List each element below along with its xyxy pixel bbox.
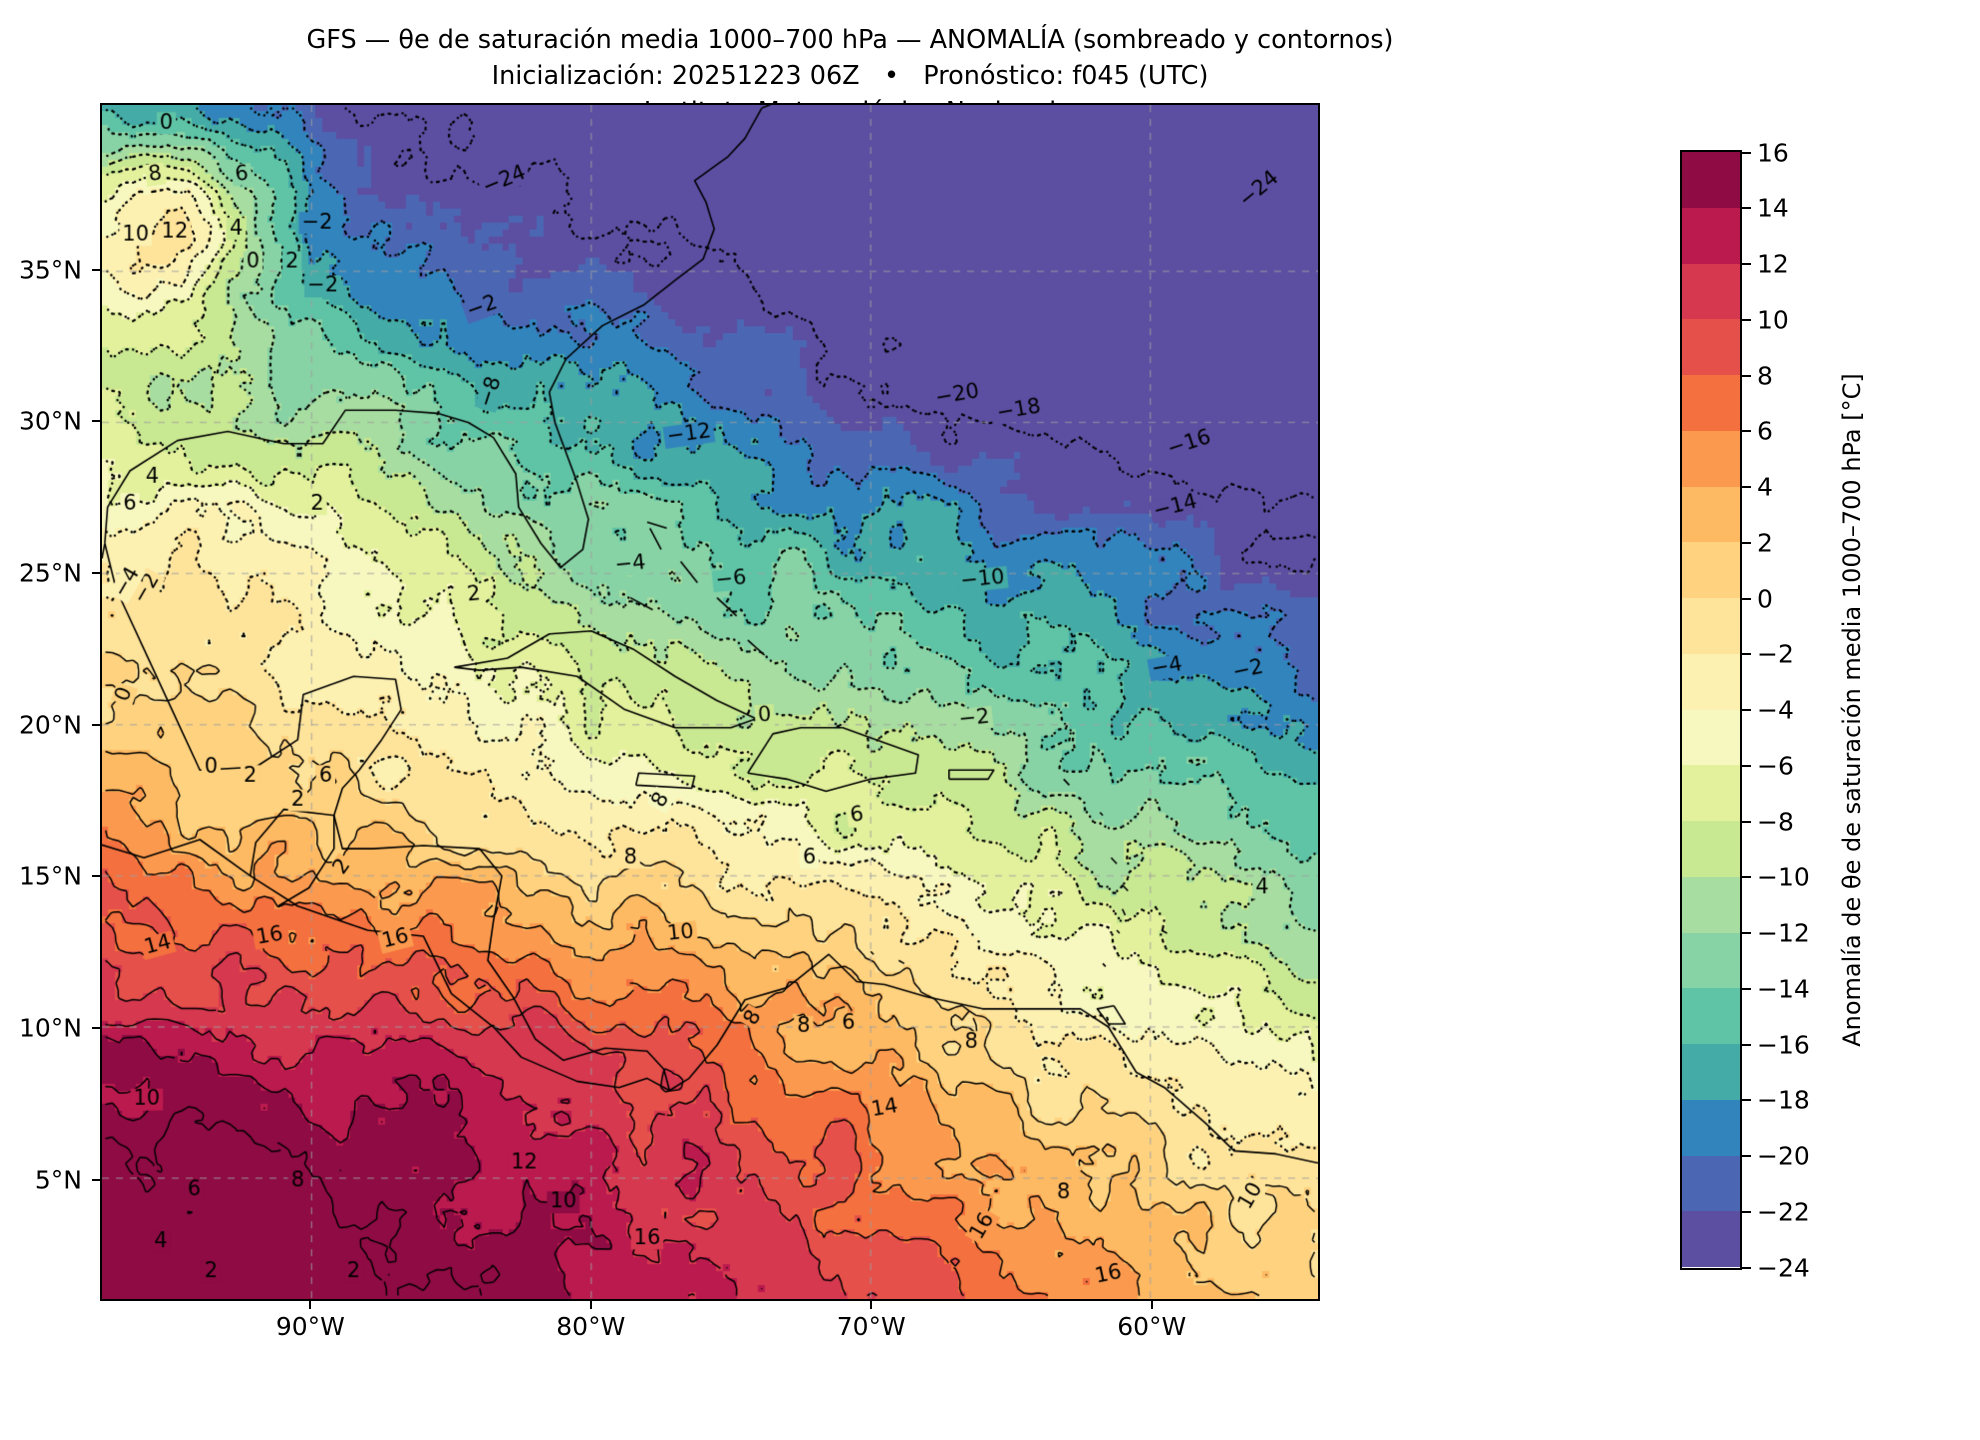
x-tick-label: 90°W — [275, 1312, 345, 1341]
x-tick-mark — [870, 1301, 873, 1309]
y-tick-mark — [92, 1178, 100, 1181]
colorbar-tick-mark — [1742, 1266, 1751, 1269]
x-tick-mark — [309, 1301, 312, 1309]
y-tick-mark — [92, 875, 100, 878]
map-plot-area[interactable] — [100, 103, 1320, 1301]
colorbar-tick-mark — [1742, 1099, 1751, 1102]
colorbar-tick-mark — [1742, 263, 1751, 266]
y-tick-label: 25°N — [18, 558, 82, 588]
colorbar-band — [1682, 375, 1740, 431]
y-tick-mark — [92, 723, 100, 726]
colorbar-tick-mark — [1742, 876, 1751, 879]
x-tick-mark — [589, 1301, 592, 1309]
colorbar-band — [1682, 709, 1740, 766]
y-tick-label: 20°N — [18, 710, 82, 740]
colorbar-band — [1682, 263, 1740, 320]
y-tick-mark — [92, 1027, 100, 1030]
colorbar-tick-label: 6 — [1757, 416, 1773, 446]
colorbar-tick-mark — [1742, 987, 1751, 990]
colorbar-tick-mark — [1742, 1043, 1751, 1046]
colorbar-tick-label: 2 — [1757, 528, 1773, 558]
colorbar-tick-mark — [1742, 541, 1751, 544]
x-tick-mark — [1150, 1301, 1153, 1309]
colorbar-tick-mark — [1742, 653, 1751, 656]
colorbar-tick-label: −8 — [1757, 807, 1794, 836]
colorbar-tick-label: 10 — [1757, 305, 1789, 335]
colorbar-band — [1682, 430, 1740, 487]
colorbar-tick-label: −6 — [1757, 751, 1794, 781]
colorbar-tick-label: 12 — [1757, 249, 1789, 279]
colorbar-tick-mark — [1742, 430, 1751, 433]
colorbar-band — [1682, 207, 1740, 264]
anomaly-shaded-field — [102, 105, 1318, 1299]
colorbar-band — [1682, 1211, 1740, 1267]
y-tick-mark — [92, 268, 100, 271]
colorbar-tick-label: −20 — [1757, 1141, 1810, 1171]
colorbar-tick-label: 4 — [1757, 472, 1773, 502]
colorbar-tick-label: −18 — [1757, 1085, 1810, 1115]
colorbar-tick-mark — [1742, 151, 1751, 154]
colorbar-band — [1682, 1099, 1740, 1156]
colorbar-band — [1682, 932, 1740, 989]
x-tick-label: 70°W — [836, 1312, 906, 1341]
colorbar-band — [1682, 1155, 1740, 1212]
colorbar-tick-label: 0 — [1757, 584, 1773, 613]
colorbar-band — [1682, 319, 1740, 375]
x-tick-label: 60°W — [1117, 1312, 1187, 1341]
colorbar[interactable] — [1680, 150, 1742, 1270]
colorbar-band — [1682, 486, 1740, 543]
y-tick-label: 15°N — [18, 861, 82, 891]
colorbar-tick-mark — [1742, 820, 1751, 823]
colorbar-band — [1682, 821, 1740, 877]
colorbar-tick-label: −10 — [1757, 862, 1810, 892]
colorbar-tick-label: −2 — [1757, 639, 1794, 669]
colorbar-tick-label: −12 — [1757, 918, 1810, 948]
colorbar-tick-mark — [1742, 207, 1751, 210]
y-tick-mark — [92, 420, 100, 423]
title-line-2: Inicialización: 20251223 06Z • Pronóstic… — [491, 61, 1209, 92]
colorbar-tick-mark — [1742, 374, 1751, 377]
y-tick-mark — [92, 572, 100, 575]
y-tick-label: 5°N — [34, 1165, 82, 1195]
colorbar-tick-mark — [1742, 1210, 1751, 1213]
colorbar-band — [1682, 542, 1740, 598]
colorbar-band — [1682, 653, 1740, 710]
colorbar-tick-label: −14 — [1757, 974, 1810, 1004]
colorbar-label: Anomalía de θe de saturación media 1000–… — [1838, 373, 1866, 1047]
colorbar-tick-mark — [1742, 1155, 1751, 1158]
x-tick-label: 80°W — [556, 1312, 626, 1341]
colorbar-band — [1682, 988, 1740, 1044]
colorbar-tick-mark — [1742, 932, 1751, 935]
colorbar-band — [1682, 1044, 1740, 1100]
colorbar-tick-mark — [1742, 486, 1751, 489]
colorbar-tick-label: −4 — [1757, 695, 1794, 725]
title-line-1: GFS — θe de saturación media 1000–700 hP… — [306, 25, 1394, 55]
colorbar-tick-label: 16 — [1757, 138, 1789, 167]
colorbar-band — [1682, 598, 1740, 654]
colorbar-tick-mark — [1742, 764, 1751, 767]
colorbar-tick-label: 8 — [1757, 361, 1773, 390]
colorbar-tick-mark — [1742, 597, 1751, 600]
colorbar-tick-label: 14 — [1757, 193, 1789, 223]
colorbar-tick-label: −16 — [1757, 1030, 1810, 1059]
colorbar-tick-label: −22 — [1757, 1197, 1810, 1227]
colorbar-band — [1682, 152, 1740, 208]
colorbar-band — [1682, 765, 1740, 821]
colorbar-tick-label: −24 — [1757, 1253, 1810, 1282]
colorbar-band — [1682, 876, 1740, 933]
y-tick-label: 10°N — [18, 1013, 82, 1043]
colorbar-tick-mark — [1742, 318, 1751, 321]
y-tick-label: 30°N — [18, 406, 82, 436]
y-tick-label: 35°N — [18, 255, 82, 285]
colorbar-tick-mark — [1742, 709, 1751, 712]
